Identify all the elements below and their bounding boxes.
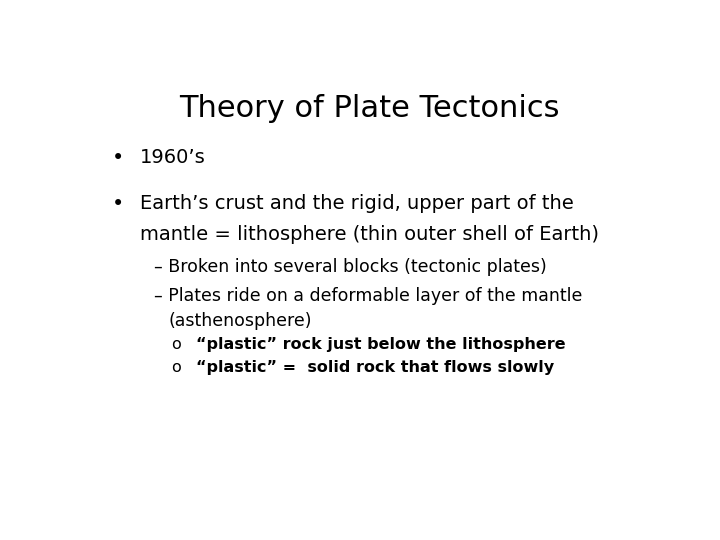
Text: •: • — [112, 194, 124, 214]
Text: o: o — [171, 337, 181, 352]
Text: – Broken into several blocks (tectonic plates): – Broken into several blocks (tectonic p… — [154, 258, 547, 276]
Text: o: o — [171, 360, 181, 375]
Text: “plastic” rock just below the lithosphere: “plastic” rock just below the lithospher… — [196, 337, 566, 352]
Text: “plastic” =  solid rock that flows slowly: “plastic” = solid rock that flows slowly — [196, 360, 554, 375]
Text: Earth’s crust and the rigid, upper part of the: Earth’s crust and the rigid, upper part … — [140, 194, 574, 213]
Text: •: • — [112, 148, 124, 168]
Text: – Plates ride on a deformable layer of the mantle: – Plates ride on a deformable layer of t… — [154, 287, 582, 305]
Text: 1960’s: 1960’s — [140, 148, 206, 167]
Text: (asthenosphere): (asthenosphere) — [168, 312, 312, 330]
Text: mantle = lithosphere (thin outer shell of Earth): mantle = lithosphere (thin outer shell o… — [140, 225, 599, 244]
Text: Theory of Plate Tectonics: Theory of Plate Tectonics — [179, 94, 559, 123]
